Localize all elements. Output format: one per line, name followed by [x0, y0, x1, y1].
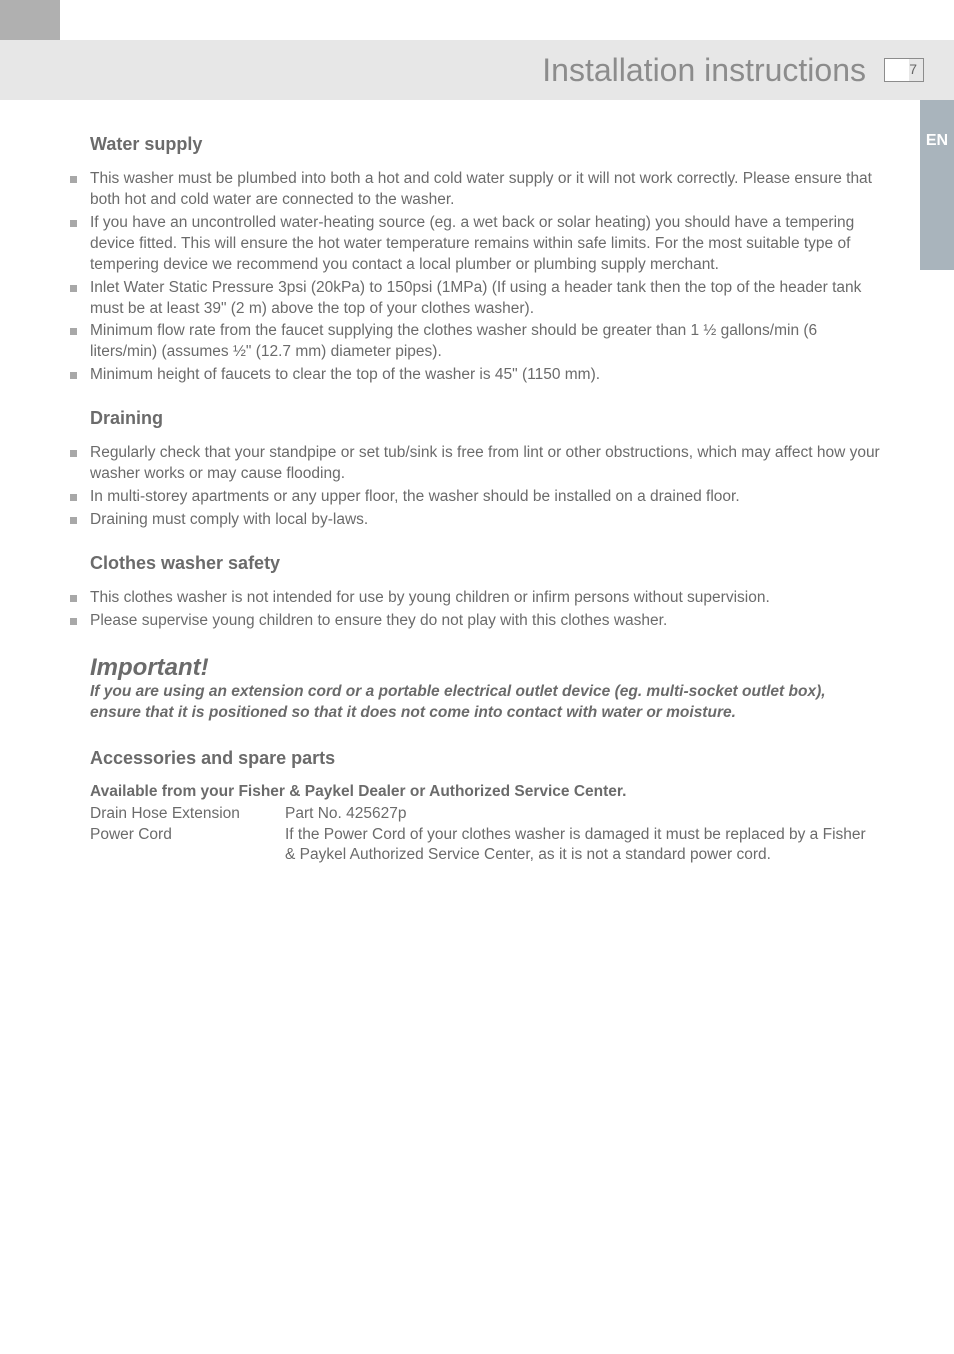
accessory-value: If the Power Cord of your clothes washer… — [285, 825, 880, 867]
list-item: In multi-storey apartments or any upper … — [70, 487, 880, 508]
draining-list: Regularly check that your standpipe or s… — [90, 443, 880, 531]
section-title-draining: Draining — [90, 408, 880, 429]
list-item: Inlet Water Static Pressure 3psi (20kPa)… — [70, 278, 880, 320]
safety-list: This clothes washer is not intended for … — [90, 588, 880, 632]
main-content: Water supply This washer must be plumbed… — [90, 130, 880, 866]
list-item: Draining must comply with local by-laws. — [70, 510, 880, 531]
important-heading: Important! — [90, 654, 880, 682]
top-gray-bar — [0, 0, 60, 40]
section-title-accessories: Accessories and spare parts — [90, 748, 880, 769]
section-title-water-supply: Water supply — [90, 134, 880, 155]
list-item: Please supervise young children to ensur… — [70, 611, 880, 632]
list-item: Minimum height of faucets to clear the t… — [70, 365, 880, 386]
accessory-row: Drain Hose Extension Part No. 425627p — [90, 804, 880, 825]
water-supply-list: This washer must be plumbed into both a … — [90, 169, 880, 386]
list-item: This clothes washer is not intended for … — [70, 588, 880, 609]
header-title: Installation instructions — [542, 52, 866, 89]
accessories-subhead: Available from your Fisher & Paykel Deal… — [90, 783, 880, 801]
section-title-safety: Clothes washer safety — [90, 553, 880, 574]
accessory-label: Drain Hose Extension — [90, 804, 285, 825]
page-number-box: 7 — [884, 58, 924, 82]
accessory-row: Power Cord If the Power Cord of your clo… — [90, 825, 880, 867]
important-body: If you are using an extension cord or a … — [90, 682, 880, 724]
accessory-value: Part No. 425627p — [285, 804, 880, 825]
accessory-label: Power Cord — [90, 825, 285, 867]
list-item: Regularly check that your standpipe or s… — [70, 443, 880, 485]
page-number: 7 — [909, 61, 917, 77]
language-tab-label: EN — [926, 132, 948, 150]
language-tab: EN — [920, 100, 954, 270]
page-header: Installation instructions 7 — [0, 40, 954, 100]
list-item: This washer must be plumbed into both a … — [70, 169, 880, 211]
list-item: If you have an uncontrolled water-heatin… — [70, 213, 880, 276]
list-item: Minimum flow rate from the faucet supply… — [70, 321, 880, 363]
